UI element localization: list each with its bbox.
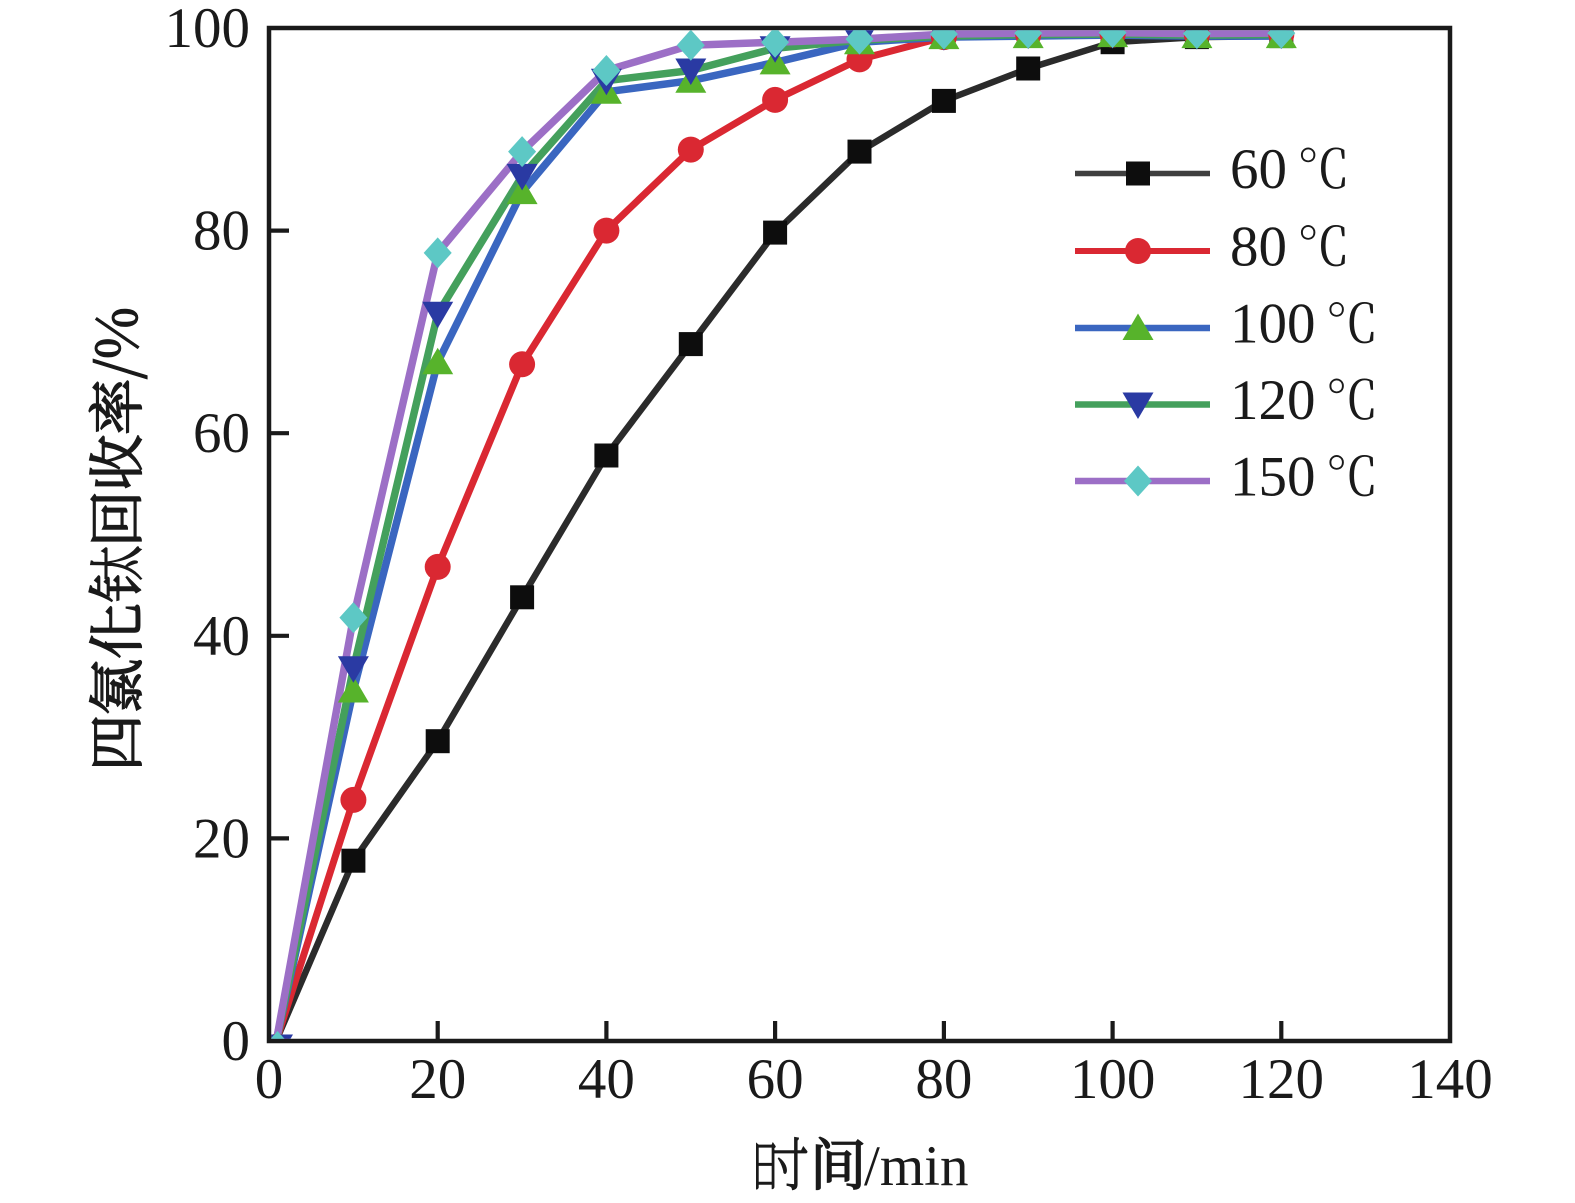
svg-text:0: 0: [222, 1010, 251, 1073]
svg-text:100: 100: [1230, 293, 1316, 356]
svg-text:80: 80: [915, 1048, 972, 1111]
svg-text:60: 60: [747, 1048, 804, 1111]
svg-text:100: 100: [165, 0, 251, 60]
svg-text:120: 120: [1239, 1048, 1325, 1111]
svg-text:20: 20: [193, 807, 250, 870]
svg-text:60: 60: [1230, 138, 1287, 201]
svg-text:150: 150: [1230, 446, 1316, 509]
svg-text:80: 80: [1230, 216, 1287, 279]
svg-text:40: 40: [193, 605, 250, 668]
svg-text:20: 20: [409, 1048, 466, 1111]
svg-text:100: 100: [1070, 1048, 1156, 1111]
svg-text:140: 140: [1407, 1048, 1493, 1111]
svg-text:80: 80: [193, 200, 250, 263]
svg-text:/min: /min: [864, 1135, 969, 1198]
svg-text:120: 120: [1230, 369, 1316, 432]
svg-text:40: 40: [578, 1048, 635, 1111]
svg-text:60: 60: [193, 402, 250, 465]
svg-text:0: 0: [255, 1048, 284, 1111]
